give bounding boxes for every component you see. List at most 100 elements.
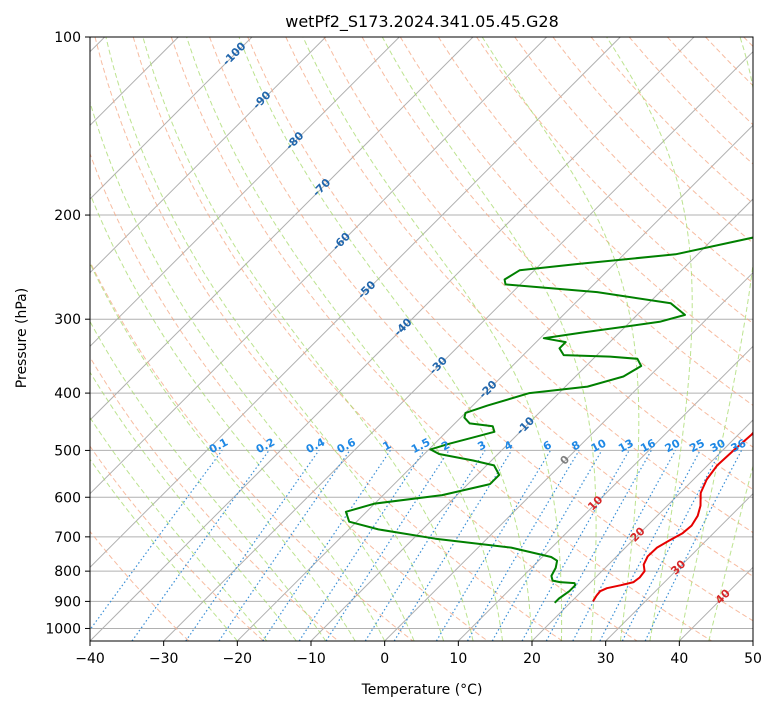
isotherm-label: -60 <box>330 230 353 253</box>
y-tick-label: 900 <box>54 594 81 610</box>
mixing-ratio-line <box>393 450 513 641</box>
mixing-ratio-label: 13 <box>616 437 636 456</box>
dry-adiabat <box>705 37 753 87</box>
x-tick-label: −30 <box>149 651 179 667</box>
isotherm-line <box>678 566 753 641</box>
plot-inner: -100-90-80-70-60-50-40-30-20-10010203040… <box>90 37 753 641</box>
dry-adiabat <box>361 37 753 448</box>
plot-area: -100-90-80-70-60-50-40-30-20-10010203040… <box>45 30 762 667</box>
isotherm-line <box>90 37 621 569</box>
dry-adiabat <box>285 37 753 534</box>
moist-adiabat <box>481 37 640 641</box>
y-tick-label: 200 <box>54 208 81 224</box>
isotherm-label: 0 <box>558 453 573 468</box>
y-tick-label: 600 <box>54 490 81 506</box>
y-tick-label: 300 <box>54 312 81 328</box>
moist-adiabat <box>708 464 753 641</box>
mixing-ratio-line <box>572 450 677 641</box>
x-tick-label: 0 <box>380 651 389 667</box>
dry-adiabat <box>132 37 638 641</box>
dry-adiabat <box>667 37 753 126</box>
mixing-ratio-line <box>599 450 701 641</box>
dewpoint-line <box>344 236 753 604</box>
y-tick-label: 700 <box>54 530 81 546</box>
y-tick-label: 500 <box>54 443 81 459</box>
y-tick-label: 400 <box>54 386 81 402</box>
isotherm-line <box>163 50 753 641</box>
moist-adiabat <box>90 458 238 641</box>
moist-adiabat <box>90 192 386 641</box>
plot-frame <box>89 36 754 642</box>
mixing-ratio-label: 16 <box>638 436 658 455</box>
mixing-ratio-line <box>185 450 320 641</box>
dry-adiabat <box>247 37 753 577</box>
mixing-ratio-label: 10 <box>589 436 609 455</box>
x-tick-label: −10 <box>296 651 326 667</box>
moist-adiabat <box>105 37 445 641</box>
x-tick-label: −40 <box>75 651 105 667</box>
isotherm-label: 40 <box>713 586 733 606</box>
isotherm-label: -30 <box>427 354 450 377</box>
moist-adiabat <box>186 37 503 641</box>
mixing-ratio-label: 1 <box>381 438 394 453</box>
moist-adiabat <box>90 416 268 641</box>
mixing-ratio-line <box>90 450 223 631</box>
temperature-line <box>592 431 753 602</box>
dry-adiabat <box>90 260 414 641</box>
mixing-ratio-label: 4 <box>502 438 515 453</box>
x-tick-label: 40 <box>670 651 688 667</box>
isotherm-line <box>531 419 753 641</box>
moist-adiabat <box>302 37 563 641</box>
mixing-ratio-line <box>262 450 391 641</box>
isotherm-label: 10 <box>585 493 605 513</box>
mixing-ratio-line <box>644 450 743 641</box>
x-axis-label: Temperature (°C) <box>361 682 483 698</box>
dry-adiabat <box>170 37 713 641</box>
isotherm-line <box>90 37 695 641</box>
dry-adiabat <box>90 445 265 641</box>
dry-adiabat <box>323 37 753 491</box>
dry-adiabat <box>590 37 753 205</box>
isotherm-label: -70 <box>310 176 333 199</box>
isotherm-line <box>90 37 548 495</box>
isotherm-label: 30 <box>668 557 688 577</box>
moist-adiabat <box>90 320 327 641</box>
mixing-ratio-line <box>466 450 580 641</box>
dry-adiabat <box>94 37 564 641</box>
mixing-ratio-line <box>298 450 425 641</box>
mixing-ratio-label: 30 <box>708 436 728 455</box>
isotherm-line <box>457 345 753 641</box>
x-tick-label: −20 <box>223 651 253 667</box>
mixing-ratio-line <box>521 450 630 641</box>
isotherm-line <box>90 37 474 421</box>
isotherm-line <box>605 492 753 641</box>
mixing-ratio-label: 0.2 <box>254 436 277 457</box>
dry-adiabat <box>90 530 190 641</box>
mixing-ratio-line <box>325 450 450 641</box>
mixing-ratio-label: 25 <box>687 437 707 456</box>
mixing-ratio-label: 3 <box>475 438 488 453</box>
moist-adiabat <box>90 262 356 641</box>
y-tick-label: 1000 <box>45 621 81 637</box>
mixing-ratio-line <box>545 450 652 641</box>
isotherm-line <box>90 37 327 274</box>
x-tick-label: 10 <box>449 651 467 667</box>
mixing-ratio-label: 36 <box>729 436 749 455</box>
mixing-ratio-label: 20 <box>663 436 683 455</box>
x-tick-label: 50 <box>744 651 762 667</box>
dry-adiabat <box>209 37 753 622</box>
mixing-ratio-label: 6 <box>541 438 554 453</box>
moist-adiabat <box>238 37 533 641</box>
x-tick-label: 30 <box>597 651 615 667</box>
moist-adiabat <box>678 37 753 641</box>
isotherm-line <box>90 37 400 348</box>
dry-adiabat <box>90 152 489 641</box>
isotherm-label: -100 <box>220 39 249 68</box>
dry-adiabat <box>90 356 339 641</box>
mixing-ratio-label: 1.5 <box>409 436 432 457</box>
moist-adiabat <box>142 37 474 641</box>
isotherm-line <box>310 198 753 641</box>
mixing-ratio-label: 0.1 <box>207 436 230 457</box>
x-tick-label: 20 <box>523 651 541 667</box>
